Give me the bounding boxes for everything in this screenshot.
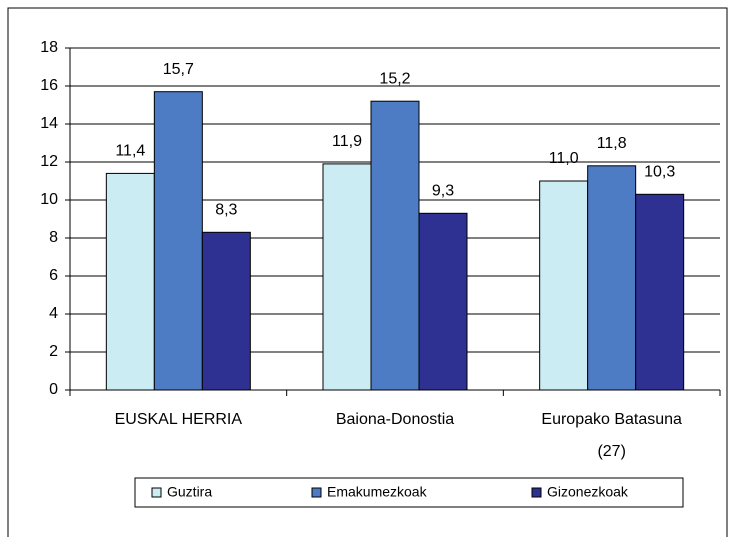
bar [153, 91, 203, 391]
value-label: 11,0 [549, 150, 579, 167]
value-label: 11,9 [332, 133, 362, 150]
value-label: 11,8 [597, 135, 627, 152]
legend-swatch [151, 487, 162, 498]
bar [635, 193, 685, 391]
legend-label: Guztira [167, 484, 212, 500]
y-tick-label: 2 [49, 343, 58, 360]
value-label: 15,7 [163, 61, 194, 78]
y-tick-label: 18 [40, 39, 58, 56]
y-tick-label: 4 [49, 305, 58, 322]
value-label: 10,3 [644, 164, 675, 181]
bar [201, 231, 251, 391]
value-label: 8,3 [215, 202, 237, 219]
legend-swatch [531, 487, 542, 498]
x-tick-label: Europako Batasuna (27) [541, 411, 682, 460]
bar [105, 172, 155, 391]
value-label: 15,2 [379, 70, 410, 87]
bar [370, 100, 420, 391]
y-tick-label: 12 [40, 153, 58, 170]
legend-swatch [311, 487, 322, 498]
y-tick-label: 14 [40, 115, 58, 132]
x-tick-label: Baiona-Donostia [336, 411, 454, 428]
y-tick-label: 0 [49, 381, 58, 398]
bar [587, 165, 637, 391]
y-tick-label: 16 [40, 77, 58, 94]
legend-label: Gizonezkoak [547, 484, 629, 500]
legend-label: Emakumezkoak [327, 484, 428, 500]
bar [322, 163, 372, 391]
frame [7, 7, 728, 537]
value-label: 11,4 [115, 143, 145, 160]
x-tick-label-line: (27) [597, 443, 625, 460]
legend-box [134, 477, 684, 508]
y-tick-label: 8 [49, 229, 58, 246]
x-tick-label-line: Europako Batasuna [541, 411, 682, 428]
bar [539, 180, 589, 391]
value-label: 9,3 [432, 183, 454, 200]
y-tick-label: 6 [49, 267, 58, 284]
x-tick-label: EUSKAL HERRIA [115, 411, 243, 428]
y-tick-label: 10 [40, 191, 58, 208]
bar [418, 212, 468, 391]
